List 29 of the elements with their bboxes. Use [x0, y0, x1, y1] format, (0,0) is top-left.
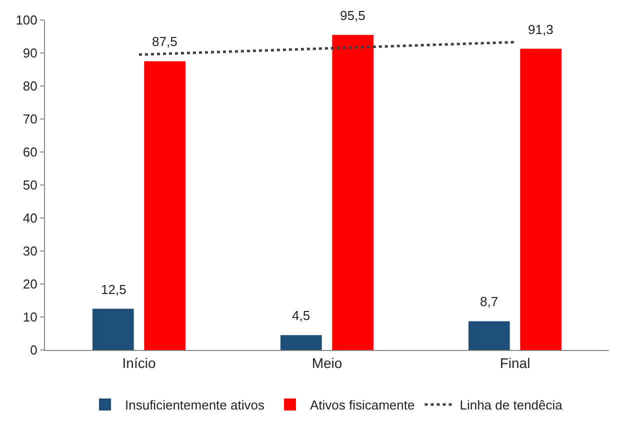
data-label: 91,3 — [528, 22, 554, 37]
y-tick-label: 10 — [22, 310, 38, 325]
bar — [520, 48, 562, 350]
y-tick-label: 60 — [22, 144, 38, 160]
legend-label: Ativos fisicamente — [310, 398, 415, 413]
y-tick-label: 90 — [22, 46, 38, 61]
data-label: 4,5 — [292, 308, 310, 323]
x-tick-label: Meio — [312, 354, 342, 371]
bar — [332, 34, 374, 350]
y-tick-label: 0 — [30, 342, 38, 358]
data-label: 8,7 — [480, 294, 498, 309]
bar — [468, 321, 510, 350]
data-label: 12,5 — [101, 282, 126, 297]
legend-label: Insuficientemente ativos — [125, 398, 265, 413]
bar — [92, 308, 134, 350]
bar — [280, 335, 322, 350]
data-label: 87,5 — [152, 34, 178, 49]
bar — [144, 61, 186, 350]
x-tick-label: Início — [122, 354, 156, 371]
y-tick-label: 20 — [22, 276, 38, 292]
legend-label: Linha de tendêcia — [460, 398, 564, 413]
y-tick-label: 80 — [22, 78, 38, 94]
y-tick-label: 40 — [22, 210, 38, 226]
data-label: 95,5 — [340, 8, 366, 23]
y-tick-label: 50 — [22, 178, 38, 193]
x-tick-label: Final — [500, 354, 530, 371]
y-tick-label: 30 — [22, 244, 38, 259]
y-tick-label: 70 — [22, 112, 38, 127]
y-tick-label: 100 — [16, 12, 38, 28]
